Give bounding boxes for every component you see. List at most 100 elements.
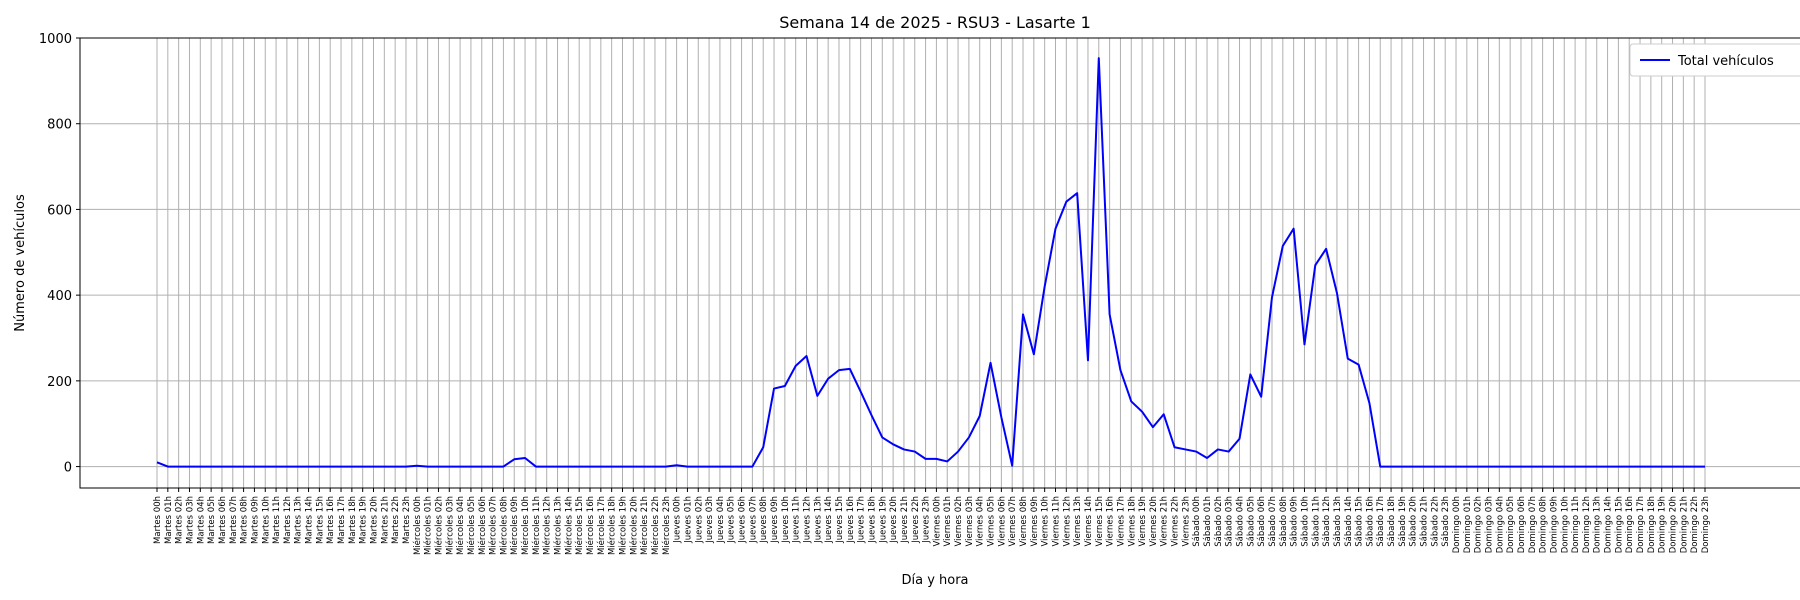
x-tick-label: Miércoles 19h (617, 496, 628, 555)
x-tick-label: Viernes 20h (1149, 496, 1159, 547)
data-point (1282, 245, 1284, 247)
data-point (275, 465, 277, 467)
data-point (188, 465, 190, 467)
x-tick-label: Sábado 04h (1236, 496, 1246, 547)
x-tick-label: Sábado 08h (1279, 496, 1289, 547)
data-point (914, 450, 916, 452)
data-point (1433, 465, 1435, 467)
data-point (740, 465, 742, 467)
data-point (1098, 57, 1100, 59)
x-tick-label: Sábado 11h (1311, 496, 1321, 547)
x-tick-label: Jueves 17h (857, 496, 867, 544)
data-point (1422, 465, 1424, 467)
data-point (210, 465, 212, 467)
data-point (1303, 343, 1305, 345)
y-axis-label: Número de vehículos (13, 194, 28, 332)
x-tick-label: Domingo 15h (1614, 496, 1624, 553)
data-point (221, 465, 223, 467)
data-point (816, 395, 818, 397)
data-point (989, 362, 991, 364)
data-point (1574, 465, 1576, 467)
x-tick-label: Viernes 18h (1127, 496, 1137, 547)
x-tick-label: Martes 15h (315, 496, 325, 544)
data-point (351, 465, 353, 467)
x-tick-label: Martes 17h (337, 496, 347, 544)
x-tick-label: Jueves 02h (694, 496, 704, 544)
x-tick-label: Martes 06h (218, 496, 228, 544)
x-tick-label: Domingo 19h (1658, 496, 1668, 553)
x-tick-label: Miércoles 23h (661, 496, 672, 555)
data-point (361, 465, 363, 467)
data-point (924, 458, 926, 460)
data-point (1238, 438, 1240, 440)
data-point (1108, 313, 1110, 315)
x-tick-label: Domingo 22h (1690, 496, 1700, 553)
data-point (470, 465, 472, 467)
data-point (1173, 446, 1175, 448)
data-point (481, 465, 483, 467)
x-tick-label: Miércoles 22h (650, 496, 661, 555)
data-point (1671, 465, 1673, 467)
data-point (1033, 353, 1035, 355)
chart-title: Semana 14 de 2025 - RSU3 - Lasarte 1 (779, 13, 1091, 32)
data-point (957, 450, 959, 452)
data-point (968, 436, 970, 438)
data-point (1000, 416, 1002, 418)
data-point (1368, 402, 1370, 404)
x-tick-label: Viernes 04h (976, 496, 986, 547)
x-tick-label: Martes 05h (207, 496, 217, 544)
data-point (318, 465, 320, 467)
data-point (589, 465, 591, 467)
x-tick-label: Viernes 11h (1051, 496, 1061, 547)
data-point (654, 465, 656, 467)
x-tick-label: Miércoles 14h (563, 496, 574, 555)
x-tick-label: Jueves 13h (813, 496, 823, 544)
x-axis-ticks: Martes 00h Martes 01h Martes 02h Martes 03h… (153, 488, 1711, 555)
x-tick-label: Viernes 05h (987, 496, 997, 547)
data-point (1476, 465, 1478, 467)
series-layer (156, 57, 1705, 468)
y-axis-ticks: 0 200 400 600 800 1000 (39, 32, 80, 476)
x-tick-label: Martes 12h (283, 496, 293, 544)
data-point (1606, 465, 1608, 467)
x-tick-label: Viernes 00h (932, 496, 942, 547)
data-point (1206, 457, 1208, 459)
x-axis-label: Día y hora (901, 573, 968, 588)
data-point (794, 365, 796, 367)
data-point (1336, 292, 1338, 294)
data-point (1054, 228, 1056, 230)
x-tick-label: Miércoles 02h (433, 496, 444, 555)
data-point (199, 465, 201, 467)
data-point (1498, 465, 1500, 467)
x-tick-label: Jueves 20h (889, 496, 899, 544)
x-tick-label: Sábado 01h (1203, 496, 1213, 547)
data-point (491, 465, 493, 467)
x-tick-label: Martes 19h (359, 496, 369, 544)
x-tick-label: Domingo 16h (1625, 496, 1635, 553)
x-tick-label: Viernes 01h (943, 496, 953, 547)
data-point (1412, 465, 1414, 467)
x-tick-label: Sábado 07h (1268, 496, 1278, 547)
x-tick-label: Domingo 06h (1517, 496, 1527, 553)
data-point (297, 465, 299, 467)
x-tick-label: Jueves 19h (878, 496, 888, 544)
x-tick-label: Viernes 13h (1073, 496, 1083, 547)
x-tick-label: Domingo 17h (1636, 496, 1646, 553)
x-tick-label: Miércoles 00h (412, 496, 423, 555)
data-point (1152, 426, 1154, 428)
data-point (903, 448, 905, 450)
data-point (1325, 248, 1327, 250)
x-tick-label: Domingo 10h (1560, 496, 1570, 553)
x-tick-label: Jueves 07h (748, 496, 758, 544)
x-tick-label: Miércoles 06h (477, 496, 488, 555)
x-tick-label: Sábado 21h (1420, 496, 1430, 547)
data-point (600, 465, 602, 467)
x-tick-label: Jueves 12h (803, 496, 813, 544)
data-point (946, 460, 948, 462)
x-tick-label: Jueves 09h (770, 496, 780, 544)
x-tick-label: Sábado 10h (1300, 496, 1310, 547)
data-point (610, 465, 612, 467)
x-tick-label: Martes 13h (294, 496, 304, 544)
x-tick-label: Martes 02h (175, 496, 185, 544)
x-tick-label: Martes 11h (272, 496, 282, 544)
